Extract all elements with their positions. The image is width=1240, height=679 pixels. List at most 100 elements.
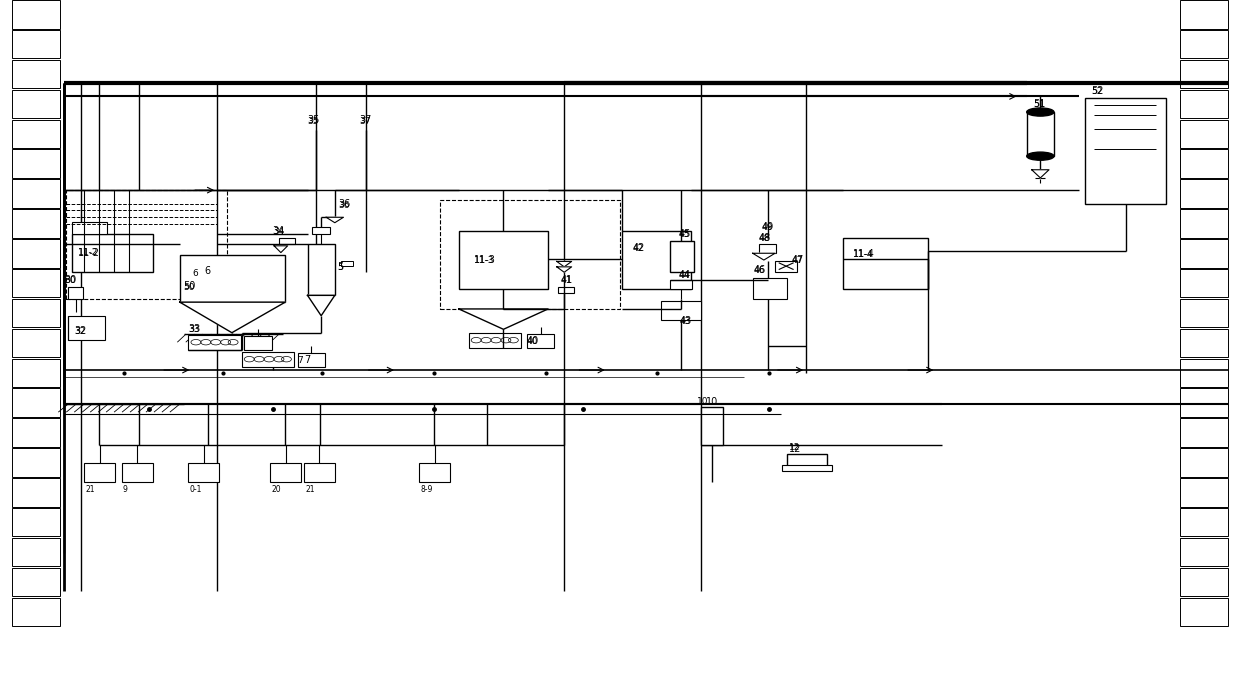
Text: 7: 7 (298, 356, 304, 365)
Text: 11-4: 11-4 (853, 251, 873, 259)
Ellipse shape (1027, 152, 1054, 160)
Bar (1180, 538, 1228, 566)
Polygon shape (308, 295, 335, 316)
Bar (188, 463, 219, 482)
Text: 11-3: 11-3 (474, 255, 496, 265)
Text: 51: 51 (1033, 100, 1044, 109)
Bar (12, 538, 60, 566)
Ellipse shape (1027, 108, 1054, 116)
Bar (843, 238, 928, 289)
Bar (469, 333, 521, 348)
Bar (12, 568, 60, 596)
Bar (12, 239, 60, 268)
Text: 6: 6 (192, 270, 198, 278)
Text: 11-2: 11-2 (78, 248, 98, 257)
Bar (1180, 0, 1228, 29)
Text: 37: 37 (360, 115, 372, 125)
Bar (1180, 388, 1228, 417)
Text: 46: 46 (754, 265, 766, 275)
Text: 48: 48 (759, 234, 770, 243)
Bar (12, 30, 60, 58)
Text: 35: 35 (308, 117, 319, 126)
Text: 20: 20 (272, 485, 281, 494)
Bar (12, 120, 60, 148)
Bar (1180, 418, 1228, 447)
Bar (1180, 478, 1228, 507)
Bar (1180, 179, 1228, 208)
Bar (270, 463, 301, 482)
Bar (12, 478, 60, 507)
Bar (1180, 598, 1228, 626)
Bar (12, 0, 60, 29)
Bar (1085, 98, 1166, 204)
Bar (12, 179, 60, 208)
Bar (180, 255, 285, 302)
Bar (1180, 448, 1228, 477)
Bar (12, 329, 60, 357)
Text: 33: 33 (188, 325, 200, 334)
Bar (1180, 239, 1228, 268)
Bar (759, 244, 776, 253)
Bar (1180, 149, 1228, 178)
Bar (304, 463, 335, 482)
Bar (312, 227, 330, 234)
Bar (72, 222, 107, 234)
Text: 45: 45 (678, 230, 689, 239)
Text: 7: 7 (304, 355, 310, 365)
Bar (1180, 508, 1228, 536)
Bar (12, 418, 60, 447)
Text: 47: 47 (791, 256, 802, 265)
Bar (1180, 329, 1228, 357)
Polygon shape (326, 217, 343, 223)
Text: 10: 10 (697, 397, 708, 406)
Bar (670, 280, 692, 289)
Text: 11-4: 11-4 (853, 249, 875, 259)
Bar (308, 244, 335, 295)
Text: 32: 32 (74, 327, 86, 336)
Text: 0-1: 0-1 (190, 485, 202, 494)
Text: 34: 34 (273, 227, 284, 236)
Text: 5: 5 (337, 263, 343, 272)
Text: 46: 46 (754, 266, 765, 275)
Text: 52: 52 (1091, 86, 1104, 96)
Bar (1180, 209, 1228, 238)
Text: 51: 51 (1033, 98, 1045, 109)
Text: 47: 47 (791, 255, 804, 265)
Bar (68, 316, 105, 340)
Text: 33: 33 (188, 324, 201, 334)
Text: 11-2: 11-2 (78, 248, 100, 258)
Text: 9: 9 (123, 485, 128, 494)
Text: 37: 37 (360, 117, 371, 126)
Bar (68, 287, 83, 299)
Bar (527, 334, 554, 348)
Polygon shape (180, 302, 285, 333)
Bar (12, 209, 60, 238)
Bar (622, 231, 691, 289)
Text: 36: 36 (339, 199, 351, 209)
Text: 50: 50 (184, 283, 195, 292)
Text: 40: 40 (527, 337, 538, 346)
Bar (558, 287, 574, 293)
Text: 43: 43 (680, 317, 691, 326)
Text: 35: 35 (308, 115, 320, 125)
Text: 41: 41 (560, 275, 573, 285)
Bar (298, 353, 325, 367)
Bar (66, 190, 227, 299)
Bar (12, 598, 60, 626)
Text: 11-3: 11-3 (474, 256, 495, 265)
Bar (1180, 90, 1228, 118)
Bar (12, 448, 60, 477)
Bar (72, 234, 153, 272)
Bar (341, 261, 353, 266)
Bar (1180, 60, 1228, 88)
Text: 12: 12 (789, 443, 801, 454)
Bar (701, 407, 723, 445)
Bar (670, 241, 694, 272)
Polygon shape (557, 267, 572, 272)
Text: 8-9: 8-9 (420, 485, 433, 494)
Bar (1027, 112, 1054, 156)
Polygon shape (1032, 170, 1049, 178)
Text: 52: 52 (1091, 88, 1102, 96)
Bar (440, 200, 620, 309)
Bar (787, 454, 827, 469)
